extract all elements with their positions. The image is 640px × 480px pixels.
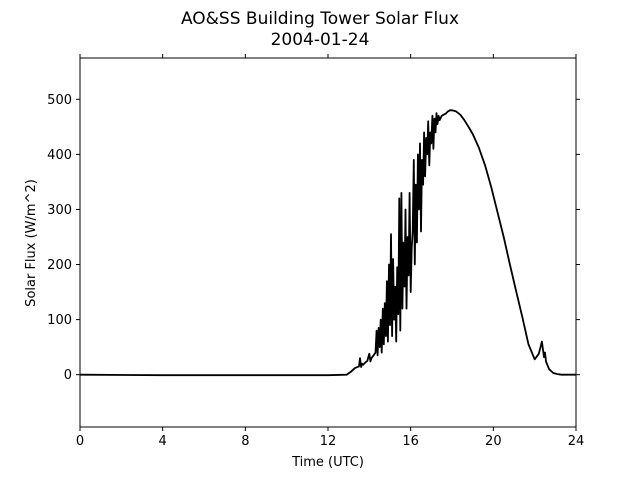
chart-subtitle: 2004-01-24 — [271, 30, 370, 50]
y-tick-label: 300 — [47, 203, 72, 218]
y-tick-label: 400 — [47, 148, 72, 163]
x-tick-label: 12 — [320, 434, 337, 449]
y-tick-label: 500 — [47, 93, 72, 108]
x-tick-label: 0 — [76, 434, 84, 449]
y-axis: 0 100 200 300 400 500 — [47, 93, 580, 383]
y-tick-label: 200 — [47, 258, 72, 273]
y-tick-label: 0 — [64, 368, 72, 383]
x-tick-label: 16 — [402, 434, 419, 449]
x-axis-label: Time (UTC) — [291, 455, 364, 470]
series-layer — [79, 109, 576, 377]
x-tick-label: 24 — [568, 434, 585, 449]
x-tick-label: 8 — [241, 434, 249, 449]
plot-frame — [79, 57, 577, 428]
y-tick-label: 100 — [47, 313, 72, 328]
x-tick-label: 4 — [159, 434, 167, 449]
chart-title: AO&SS Building Tower Solar Flux — [181, 9, 459, 29]
x-tick-label: 20 — [485, 434, 502, 449]
solar-flux-line — [79, 109, 576, 377]
y-axis-label: Solar Flux (W/m^2) — [24, 179, 39, 307]
x-axis: 0 4 8 12 16 20 24 — [76, 54, 584, 449]
plot-area — [79, 57, 577, 428]
